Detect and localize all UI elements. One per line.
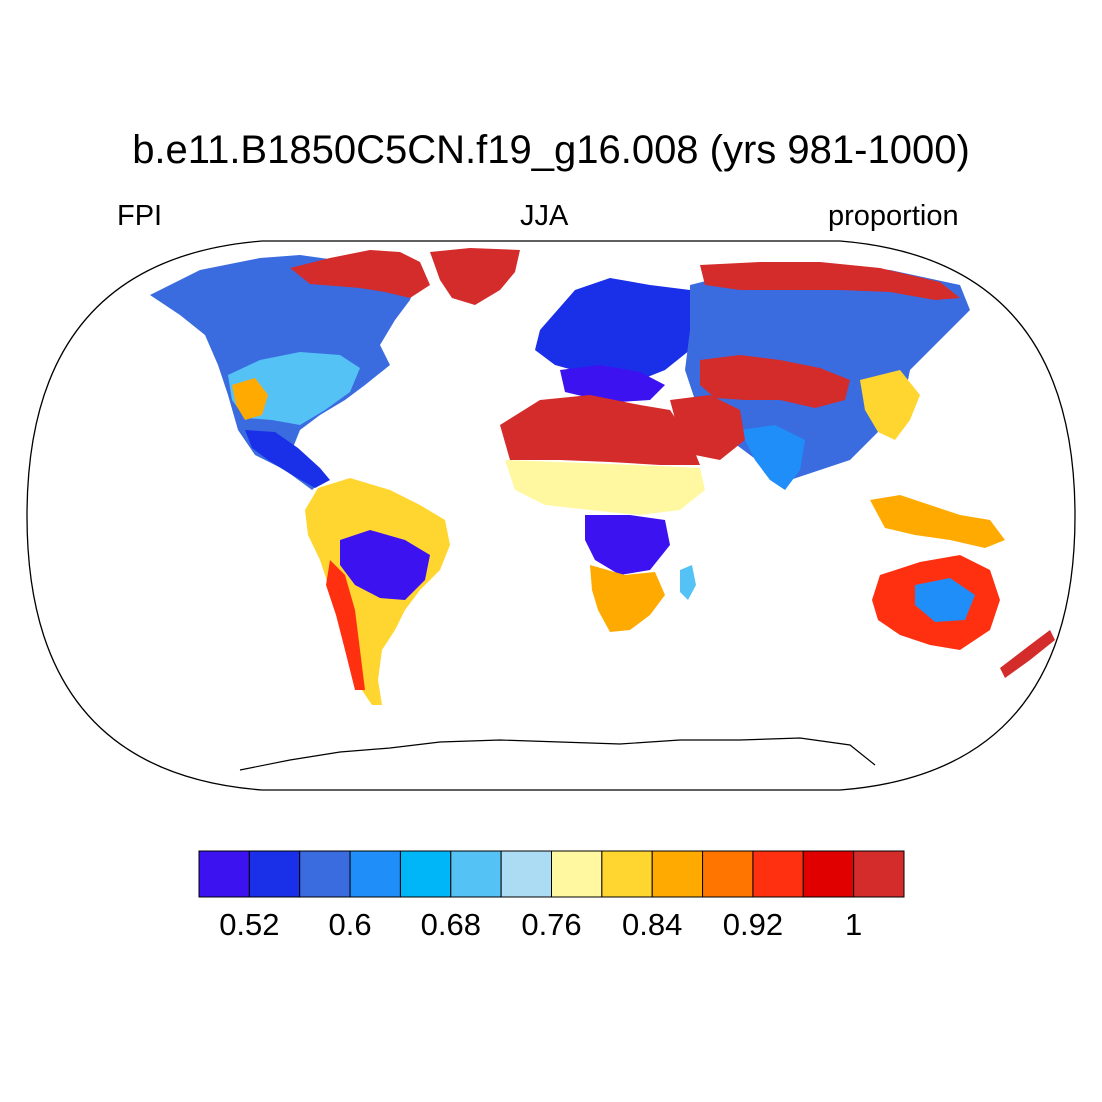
madagascar-land: [680, 565, 696, 600]
plot-title: b.e11.B1850C5CN.f19_g16.008 (yrs 981-100…: [132, 128, 970, 172]
colorbar-swatch: [752, 850, 804, 898]
colorbar-tick-label: 0.84: [622, 907, 682, 942]
arabia-land: [670, 395, 745, 460]
colorbar-swatch: [500, 850, 553, 898]
colorbar-swatch: [299, 850, 351, 898]
colorbar-tick-label: 0.68: [421, 907, 481, 942]
colorbar-tick-label: 0.76: [521, 907, 581, 942]
colorbar-tick-label: 1: [845, 907, 862, 942]
new-zealand-land: [1000, 630, 1055, 678]
colorbar-swatch: [450, 850, 502, 898]
usa-west-land: [232, 378, 268, 420]
colorbar-tick-labels: 0.52 0.6 0.68 0.76 0.84 0.92 1: [219, 907, 862, 942]
sahel-land: [505, 460, 705, 515]
season-label: JJA: [520, 200, 569, 232]
sahara-land: [500, 395, 700, 465]
southern-africa-land: [590, 565, 665, 632]
variable-label: FPI: [117, 200, 163, 232]
colorbar-swatch: [551, 850, 603, 898]
southeast-asia-land: [870, 495, 1005, 548]
mediterranean-land: [560, 365, 665, 402]
colorbar-swatch: [248, 850, 301, 898]
colorbar-swatch: [802, 850, 855, 898]
greenland-land: [430, 248, 520, 305]
colorbar-tick-label: 0.52: [219, 907, 279, 942]
colorbar-swatches: [198, 850, 905, 898]
units-label: proportion: [828, 200, 959, 232]
antarctica-coastline: [239, 737, 876, 771]
colorbar-swatch: [601, 850, 653, 898]
central-africa-land: [585, 515, 670, 575]
map-outline: [26, 240, 1076, 791]
india-land: [740, 425, 805, 490]
colorbar-tick-label: 0.92: [723, 907, 783, 942]
colorbar-swatch: [853, 850, 905, 898]
colorbar-swatch: [702, 850, 754, 898]
amazon-land: [340, 530, 430, 600]
colorbar-swatch: [349, 850, 401, 898]
siberia-land: [700, 262, 960, 300]
colorbar-swatch: [651, 850, 704, 898]
east-asia-land: [860, 370, 920, 440]
canada-arctic-land: [290, 250, 430, 298]
mexico-land: [245, 430, 330, 488]
colorbar-tick-label: 0.6: [329, 907, 372, 942]
europe-land: [535, 278, 700, 380]
colorbar-swatch: [198, 850, 250, 898]
andes-land: [326, 560, 365, 690]
colorbar-swatch: [399, 850, 452, 898]
australia-interior-land: [915, 578, 975, 622]
central-asia-land: [700, 355, 850, 408]
